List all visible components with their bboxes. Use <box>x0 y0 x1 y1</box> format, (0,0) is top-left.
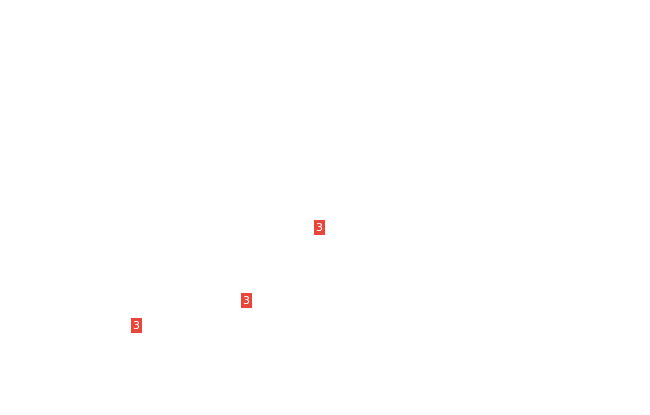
count-badge[interactable]: 3 <box>131 318 142 333</box>
count-badge[interactable]: 3 <box>241 293 252 308</box>
count-badge[interactable]: 3 <box>314 220 325 235</box>
